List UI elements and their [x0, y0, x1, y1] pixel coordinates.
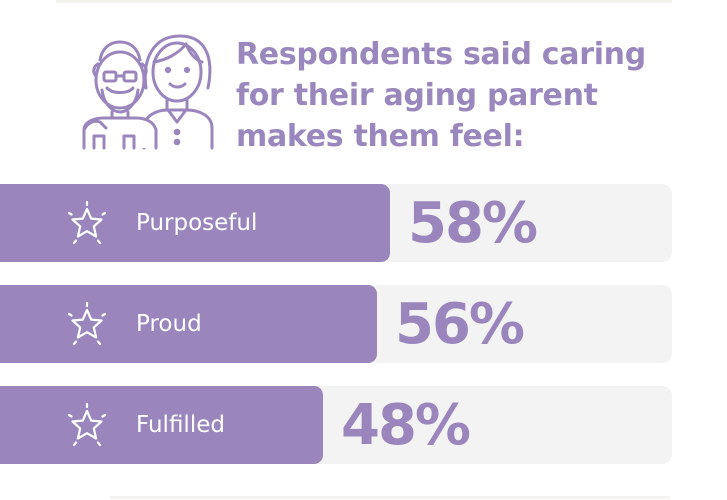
value-label: 58% — [408, 191, 538, 256]
star-icon — [64, 301, 110, 347]
bar-row: Proud 56% — [0, 285, 672, 363]
bar-row: Purposeful 58% — [0, 184, 672, 262]
title-line: makes them feel: — [236, 119, 525, 154]
bar-proud — [0, 285, 377, 363]
star-icon — [64, 200, 110, 246]
top-divider — [56, 0, 672, 3]
elderly-parent-and-adult-child-icon — [80, 30, 216, 152]
title-line: Respondents said caring — [236, 37, 646, 72]
value-label: 56% — [395, 292, 525, 357]
bottom-divider — [110, 496, 670, 499]
title-line: for their aging parent — [236, 78, 598, 113]
value-label: 48% — [341, 393, 471, 458]
chart-title: Respondents said caring for their aging … — [236, 34, 676, 157]
bar-purposeful — [0, 184, 390, 262]
bar-row: Fulfilled 48% — [0, 386, 672, 464]
bar-label: Proud — [136, 311, 202, 337]
bar-label: Purposeful — [136, 210, 258, 236]
bar-fulfilled — [0, 386, 323, 464]
bar-label: Fulfilled — [136, 412, 225, 438]
star-icon — [64, 402, 110, 448]
